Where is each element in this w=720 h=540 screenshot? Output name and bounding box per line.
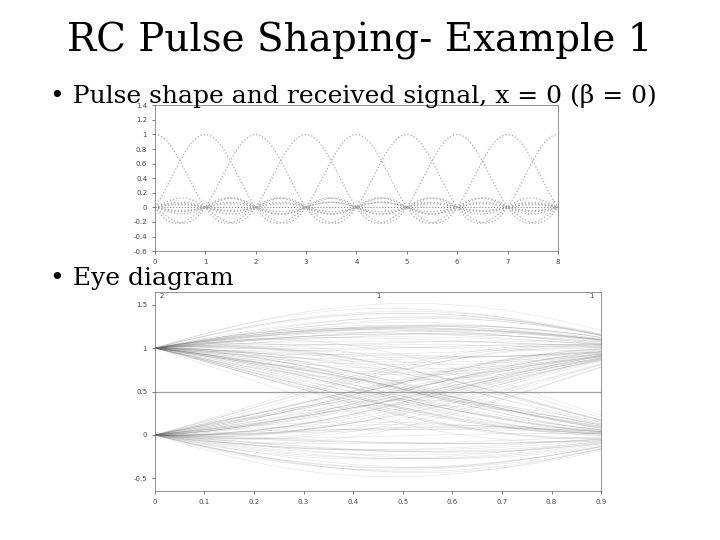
Text: • Eye diagram: • Eye diagram: [50, 267, 234, 291]
Text: RC Pulse Shaping- Example 1: RC Pulse Shaping- Example 1: [67, 22, 653, 59]
Text: 1: 1: [376, 293, 380, 299]
Text: 1: 1: [589, 293, 593, 299]
Text: • Pulse shape and received signal, x = 0 (β = 0): • Pulse shape and received signal, x = 0…: [50, 84, 657, 107]
Text: 2: 2: [160, 293, 164, 299]
